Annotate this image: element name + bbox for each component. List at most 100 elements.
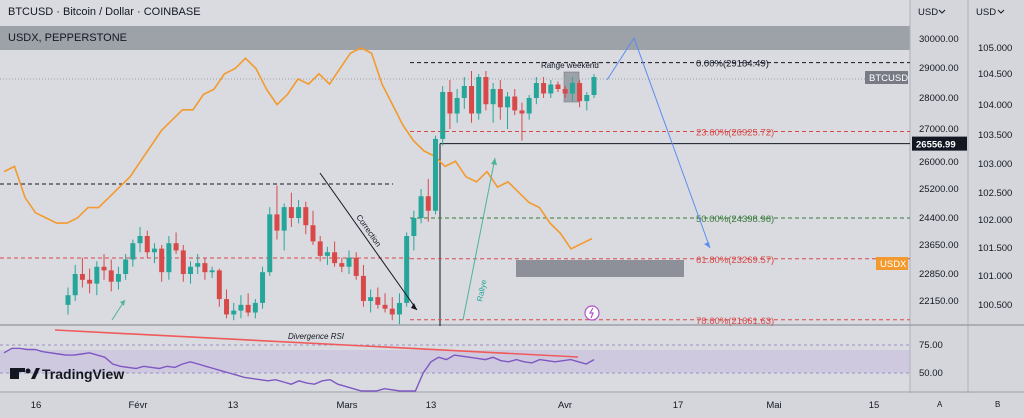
btc-price-tick: 29000.00 [919,63,959,74]
candle-body [346,257,352,267]
tradingview-wordmark: TradingView [42,366,124,382]
candle-body [101,266,107,271]
candle-body [303,207,309,226]
btc-price-tick: 24400.00 [919,213,959,224]
candle-body [469,86,475,114]
rsi-layer: Divergence RSI [0,329,910,392]
candle-body [447,92,453,114]
candle-body [151,248,157,253]
btc-price-tick: 22850.00 [919,269,959,280]
time-tick: 17 [673,400,684,411]
usdx-price-tick: 105.000 [978,43,1012,54]
usdx-price-tick: 101.500 [978,243,1012,254]
candle-body [288,207,294,218]
time-axis-background [0,393,1024,418]
rsi-tick: 75.00 [919,340,943,351]
candle-body [245,304,251,313]
candle-body [72,274,78,296]
btc-price-tick: 27000.00 [919,124,959,135]
rsi-divergence-line [54,329,579,358]
axis-unit-right[interactable]: USD [976,7,996,18]
candle-body [224,299,230,315]
fibonacci-layer: 0.00%(29184.49) 23.60%(26925.72) 50.00%(24… [410,59,910,327]
chevron-down-icon[interactable] [938,9,946,14]
fib-level-label: 50.00%(24398.96) [696,214,774,225]
btcusd-symbol-label: BTCUSD [869,73,908,84]
tv-logo-mark [31,368,40,379]
candle-body [317,241,323,256]
candle-body [238,304,244,311]
usdx-price-tick: 102.500 [978,188,1012,199]
current-price-value: 26556.99 [916,140,956,151]
candle-body [569,83,575,94]
candle-body [209,270,215,273]
candle-body [144,236,150,253]
rsi-tick: 50.00 [919,368,943,379]
btc-price-tick: 28000.00 [919,93,959,104]
candle-body [548,84,554,94]
candle-body [123,259,129,274]
usdx-price-tick: 103.000 [978,159,1012,170]
usdx-price-tick: 100.500 [978,300,1012,311]
btcusd-symbol-badge [865,71,908,84]
rsi-band [0,350,910,373]
rally-arrowhead [491,158,497,165]
usdx-price-tick: 102.000 [978,215,1012,226]
usdx-price-tick: 103.500 [978,130,1012,141]
candle-body [454,98,460,114]
usdx-series-line [3,47,593,250]
symbol-title: BTCUSD · Bitcoin / Dollar · COINBASE [8,6,201,18]
candle-body [267,214,273,273]
candle-body [440,92,446,139]
candle-body [432,138,438,211]
candle-body [591,77,597,95]
usdx-badge [876,257,908,270]
candle-body [490,89,496,105]
right-axis-button[interactable]: B [995,400,1000,409]
current-price-badge [912,136,967,151]
candle-body [368,297,374,301]
auto-scale-button[interactable]: A [937,400,943,409]
candle-body [505,96,511,108]
candle-body [231,310,237,315]
candle-body [252,302,258,313]
axes-layer: 30000.00 29000.00 28000.00 27000.00 26000.00… [31,34,1013,411]
candle-body [137,236,143,244]
candle-body [584,95,590,102]
chevron-down-icon[interactable] [997,9,1005,14]
candle-body [339,263,345,267]
overlay-title: USDX, PEPPERSTONE [8,32,127,44]
rally-arrow [462,157,496,321]
correction-arrow [319,172,418,311]
candle-body [94,266,100,284]
candles-layer [65,71,597,325]
btc-price-tick: 30000.00 [919,34,959,45]
candle-body [296,207,302,218]
candle-body [173,243,179,251]
candle-body [526,98,532,114]
candle-body [418,196,424,218]
fib-level-label: 0.00%(29184.49) [696,59,769,70]
usdx-line-layer [3,47,593,250]
candle-body [375,297,381,305]
candle-body [577,83,583,102]
axis-unit-left[interactable]: USD [918,7,938,18]
candle-body [541,83,547,94]
candle-body [260,272,266,303]
candle-body [324,252,330,256]
candle-body [159,248,165,273]
candle-body [87,279,93,284]
tv-logo-mark [10,368,19,379]
fib-level-label: 23.60%(26925.72) [696,127,774,138]
candle-body [512,96,518,111]
candle-body [195,263,201,267]
candle-body [476,77,482,114]
candle-body [382,304,388,309]
candle-body [187,266,193,274]
candle-body [497,89,503,108]
btc-price-tick: 26000.00 [919,157,959,168]
candle-body [115,274,121,282]
candle-body [483,77,489,105]
tradingview-logo: TradingView [10,366,124,382]
usdx-header-band [0,26,1024,50]
